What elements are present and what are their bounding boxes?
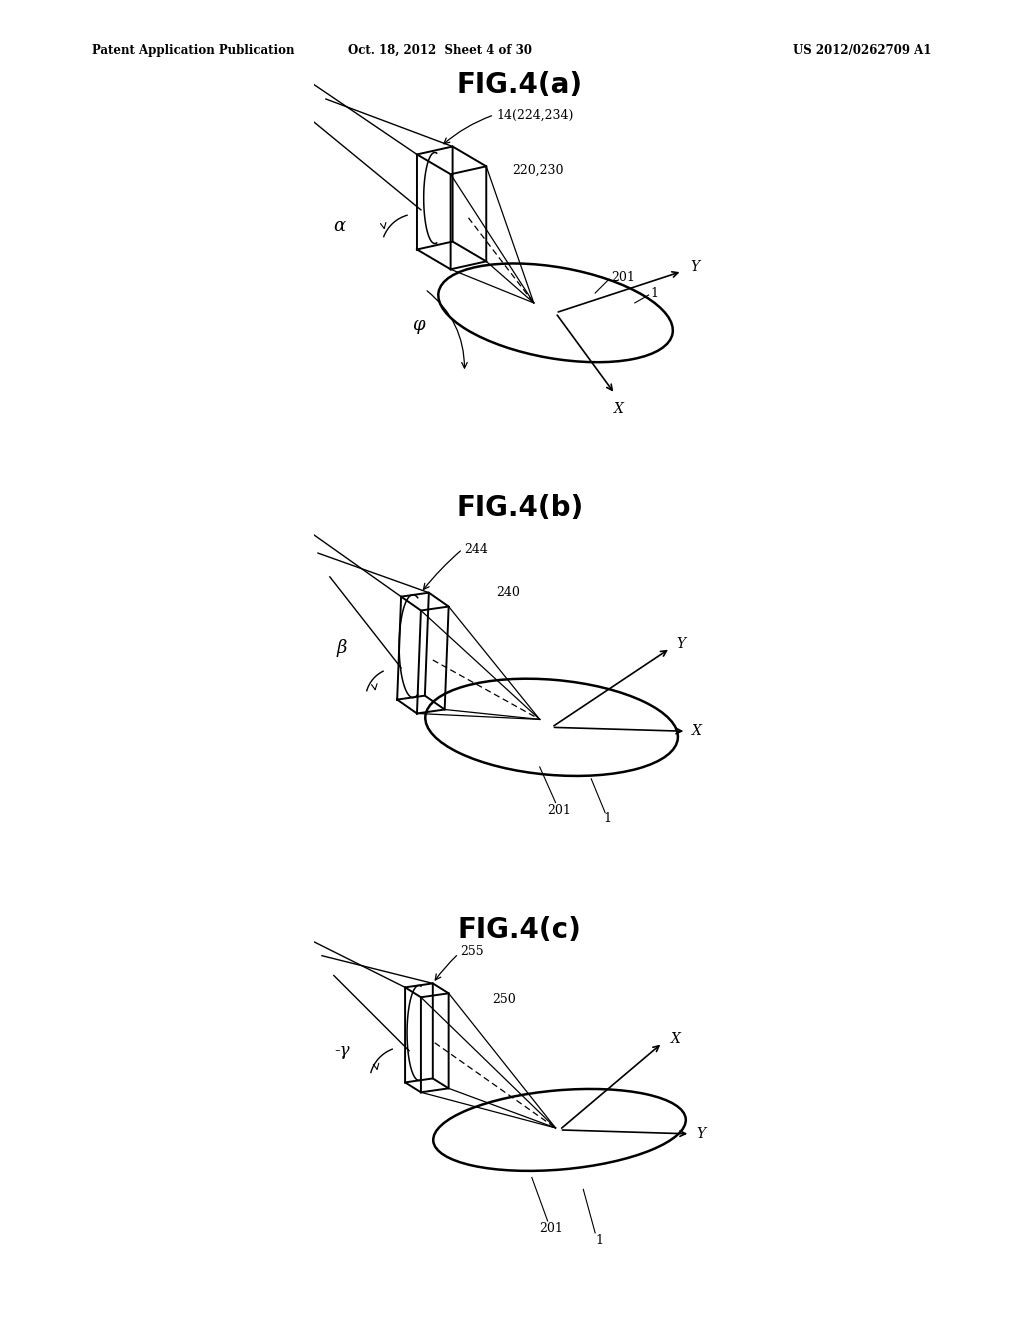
Text: 201: 201 [548, 804, 571, 817]
Text: Y: Y [690, 260, 699, 275]
Text: Y: Y [696, 1127, 706, 1140]
Text: X: X [692, 725, 702, 738]
Text: 201: 201 [540, 1222, 563, 1236]
Text: 1: 1 [650, 286, 658, 300]
Text: Oct. 18, 2012  Sheet 4 of 30: Oct. 18, 2012 Sheet 4 of 30 [348, 44, 532, 57]
Text: 255: 255 [461, 945, 484, 958]
Text: 1: 1 [603, 812, 611, 825]
Text: Y: Y [676, 638, 685, 651]
Text: φ: φ [413, 315, 425, 334]
Text: 201: 201 [611, 271, 635, 284]
Text: FIG.4(c): FIG.4(c) [458, 916, 582, 944]
Text: FIG.4(b): FIG.4(b) [457, 494, 584, 521]
Text: 1: 1 [595, 1234, 603, 1247]
Text: 14(224,234): 14(224,234) [497, 108, 573, 121]
Text: 220,230: 220,230 [512, 164, 563, 177]
Text: Patent Application Publication: Patent Application Publication [92, 44, 295, 57]
Text: X: X [614, 401, 624, 416]
Text: US 2012/0262709 A1: US 2012/0262709 A1 [794, 44, 932, 57]
Text: 250: 250 [493, 993, 516, 1006]
Text: -γ: -γ [334, 1043, 349, 1059]
Text: β: β [337, 639, 347, 657]
Text: 240: 240 [497, 586, 520, 599]
Text: FIG.4(a): FIG.4(a) [457, 71, 583, 99]
Text: X: X [671, 1032, 680, 1045]
Text: 244: 244 [465, 543, 488, 556]
Text: α: α [334, 216, 346, 235]
